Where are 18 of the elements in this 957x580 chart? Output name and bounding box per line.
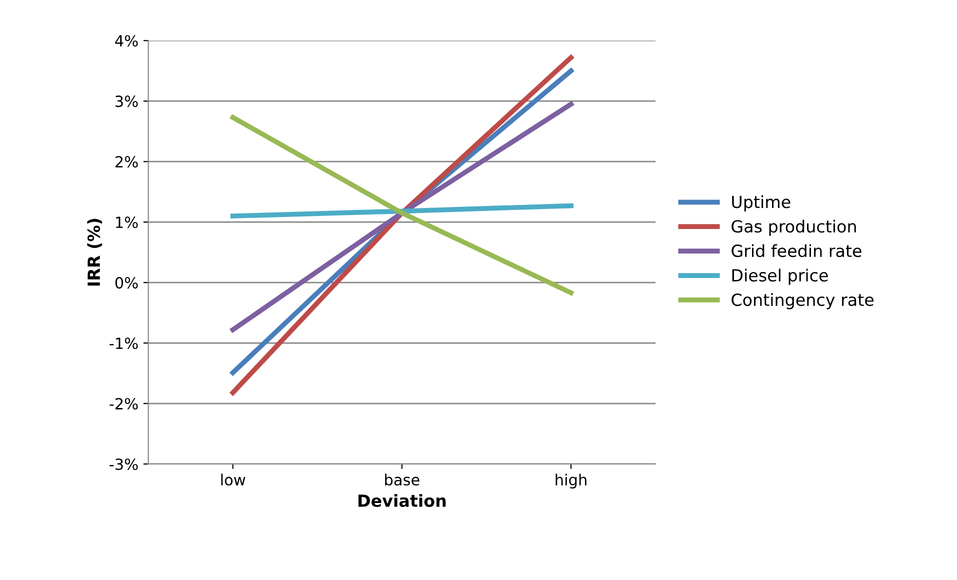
legend-label: Contingency rate — [732, 293, 874, 310]
y-tick-label: -1% — [110, 337, 138, 350]
y-tick-label: -2% — [110, 398, 138, 410]
legend-label: Uptime — [732, 195, 790, 212]
x-tick-label: low — [221, 474, 246, 486]
legend-label: Grid feedin rate — [732, 244, 862, 258]
y-tick-label: -3% — [110, 458, 138, 470]
y-tick-label: 2% — [115, 156, 138, 168]
y-tick-label: 3% — [116, 96, 138, 108]
legend-label: Gas production — [732, 220, 856, 236]
y-tick-label: 4% — [115, 35, 138, 47]
x-tick-label: high — [556, 474, 586, 489]
legend-label: Diesel price — [732, 268, 828, 285]
y-tick-label: 1% — [116, 216, 138, 228]
x-tick-label: base — [385, 474, 420, 486]
y-axis-title: IRR (%) — [87, 218, 102, 286]
x-axis-title: Deviation — [358, 494, 446, 507]
y-tick-label: 0% — [115, 277, 138, 289]
